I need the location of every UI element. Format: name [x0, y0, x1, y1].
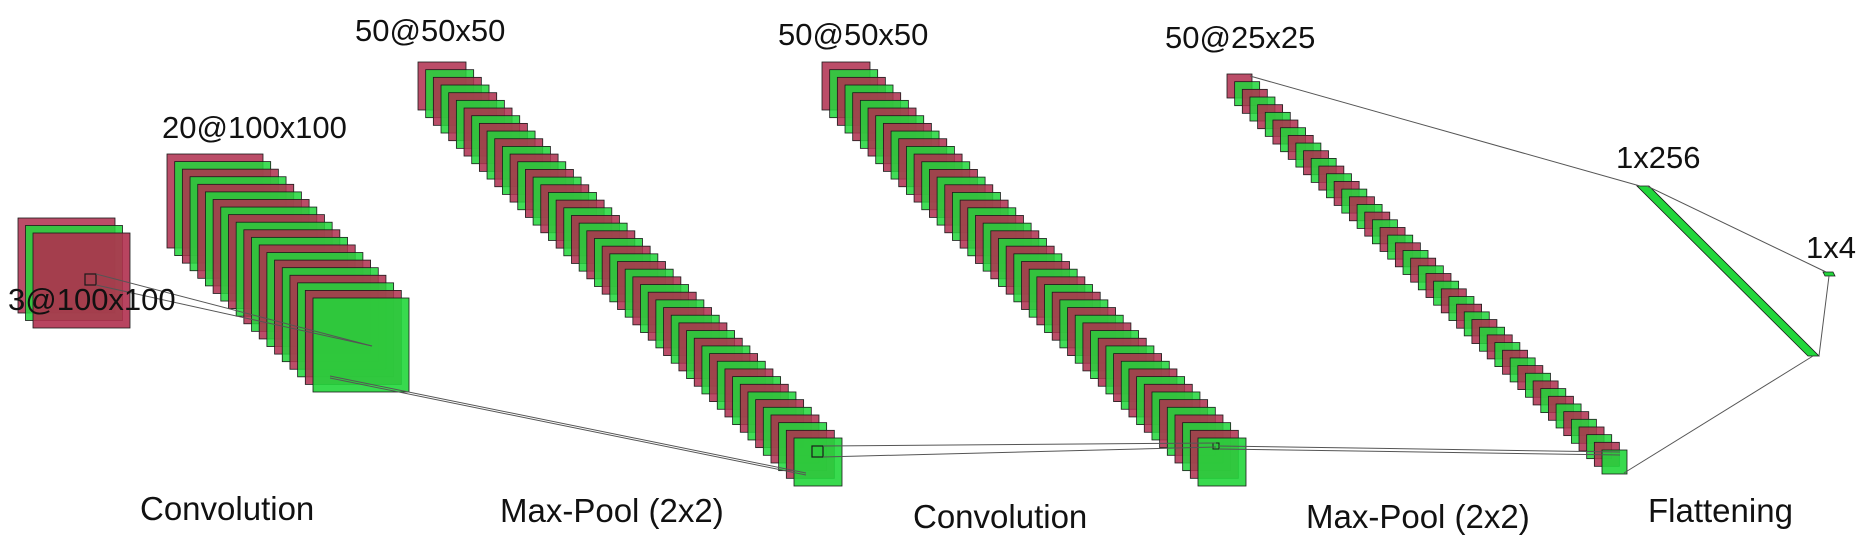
projection-line-11: [1818, 275, 1830, 357]
layer-label-input: 3@100x100: [8, 282, 176, 317]
projection-line-10: [1646, 185, 1827, 273]
layer-label-fc2: 1x4: [1806, 230, 1856, 265]
projection-line-1: [95, 284, 373, 347]
projection-line-4: [822, 442, 1217, 447]
dense-layer-fc1: [1636, 185, 1820, 357]
layer-label-conv1: 20@100x100: [162, 110, 347, 145]
projection-line-7: [1218, 448, 1621, 456]
feature-map-conv2-49: [1197, 437, 1247, 487]
feature-map-input-2: [32, 232, 131, 329]
layer-label-pool2: 50@25x25: [1165, 20, 1316, 55]
projection-line-3: [329, 377, 807, 476]
layer-label-pool1: 50@50x50: [355, 13, 506, 48]
operation-label-convolution-1: Convolution: [140, 490, 315, 527]
feature-map-pool2-49: [1601, 449, 1628, 475]
dense-layer-fc2: [1822, 271, 1836, 277]
operation-label-maxpool-1: Max-Pool (2x2): [500, 492, 724, 529]
feature-map-conv1-19: [312, 297, 410, 393]
operation-label-maxpool-2: Max-Pool (2x2): [1306, 498, 1530, 535]
projection-line-6: [1218, 445, 1621, 453]
projection-line-8: [1249, 75, 1641, 187]
projection-line-5: [822, 446, 1217, 458]
layer-label-conv2: 50@50x50: [778, 17, 929, 52]
kernel-square-pool1: [811, 445, 824, 458]
kernel-square-input: [84, 273, 97, 286]
projection-line-2: [329, 375, 807, 474]
layer-label-fc1: 1x256: [1616, 140, 1701, 175]
operation-label-convolution-2: Convolution: [913, 498, 1088, 535]
projection-line-9: [1623, 355, 1814, 474]
operation-label-flattening: Flattening: [1648, 492, 1793, 529]
feature-map-pool1-49: [793, 437, 843, 487]
projection-line-0: [95, 273, 373, 347]
